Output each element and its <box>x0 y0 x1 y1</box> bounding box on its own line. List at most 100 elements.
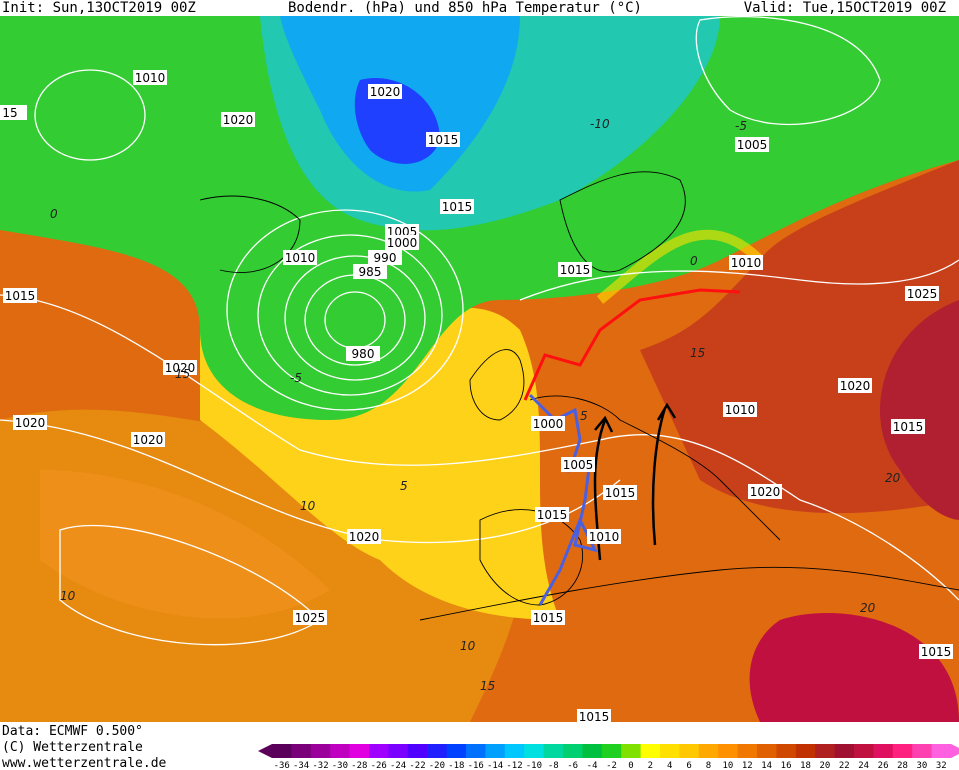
colorbar-label: 20 <box>819 761 830 770</box>
isobar-label: 1020 <box>133 433 164 447</box>
isobar-label-bg <box>385 235 419 250</box>
isobar-label: 1010 <box>731 256 762 270</box>
colorbar-label: -36 <box>274 761 290 770</box>
isobar-label: 1015 <box>560 263 591 277</box>
isobar-label-bg <box>133 70 167 85</box>
colorbar-swatch <box>388 744 409 758</box>
isobar-label-bg <box>347 529 381 544</box>
isobar-label-bg <box>723 402 757 417</box>
isobar-label: 1025 <box>295 611 326 625</box>
colorbar-swatch <box>524 744 545 758</box>
temperature-label: 20 <box>885 471 901 485</box>
isobar-label: 1010 <box>135 71 166 85</box>
temperature-label: 0 <box>690 254 698 268</box>
temperature-label: -10 <box>590 117 610 131</box>
colorbar-swatch <box>679 744 700 758</box>
isobar-label-bg <box>735 137 769 152</box>
isobar-label: 1000 <box>533 417 564 431</box>
colorbar-label: -10 <box>526 761 542 770</box>
isobar-label-bg <box>729 255 763 270</box>
isobar-label-bg <box>368 250 402 265</box>
field-band <box>596 229 764 304</box>
url: www.wetterzentrale.de <box>2 756 167 770</box>
colorbar-label: 26 <box>878 761 889 770</box>
colorbar-label: -30 <box>332 761 348 770</box>
colorbar-swatch <box>543 744 564 758</box>
colorbar-label: 6 <box>686 761 691 770</box>
colorbar-swatch <box>815 744 836 758</box>
isobar-label: 1010 <box>725 403 756 417</box>
valid-time: Valid: Tue,15OCT2019 00Z <box>744 0 946 16</box>
colorbar-label: -34 <box>293 761 309 770</box>
colorbar-label: -24 <box>390 761 406 770</box>
colorbar-label: -32 <box>312 761 328 770</box>
colorbar-swatch <box>834 744 855 758</box>
map-title: Bodendr. (hPa) und 850 hPa Temperatur (°… <box>288 0 642 16</box>
temperature-label: -5 <box>735 119 747 133</box>
colorbar-label: 24 <box>858 761 869 770</box>
isobar-label: 1025 <box>907 287 938 301</box>
isobar-label: 1015 <box>605 486 636 500</box>
isobar-label-bg <box>0 105 27 120</box>
isobar-label: 1015 <box>442 200 473 214</box>
colorbar-arrow <box>951 744 959 758</box>
isobar-label: 1020 <box>840 379 871 393</box>
isobar-label: 1010 <box>285 251 316 265</box>
isobar-label-bg <box>535 507 569 522</box>
colorbar-swatch <box>737 744 758 758</box>
red-track <box>523 288 741 401</box>
isobar-label: 1015 <box>893 420 924 434</box>
temperature-label: 5 <box>580 409 588 423</box>
arrow <box>651 402 677 546</box>
colorbar-swatch <box>718 744 739 758</box>
colorbar-label: 10 <box>722 761 733 770</box>
isobar-label: 1015 <box>537 508 568 522</box>
colorbar-label: -18 <box>448 761 464 770</box>
colorbar-swatch <box>485 744 506 758</box>
isobar-label-bg <box>440 199 474 214</box>
colorbar-swatch <box>466 744 486 758</box>
isobar-label-bg <box>561 457 595 472</box>
isobar-label: 1015 <box>5 289 36 303</box>
blue-track <box>528 393 598 606</box>
colorbar-label: 32 <box>936 761 947 770</box>
temperature-label: 15 <box>480 679 495 693</box>
isobar-label: 980 <box>352 347 375 361</box>
colorbar-swatch <box>931 744 952 758</box>
isobar-label-bg <box>346 346 380 361</box>
isobar-label-bg <box>531 416 565 431</box>
colorbar-label: 14 <box>761 761 772 770</box>
isobar-label: 1020 <box>223 113 254 127</box>
field-orange <box>40 470 330 619</box>
colorbar-label: -8 <box>548 761 559 770</box>
colorbar-label: 30 <box>916 761 927 770</box>
isobar-label-bg <box>283 250 317 265</box>
colorbar-swatch <box>369 744 389 758</box>
isobar-label: 1020 <box>750 485 781 499</box>
colorbar-label: 2 <box>648 761 653 770</box>
colorbar-swatch <box>640 744 661 758</box>
isobar-label-bg <box>131 432 165 447</box>
colorbar-swatch <box>795 744 816 758</box>
isobar-label-bg <box>531 610 565 625</box>
temperature-label: 10 <box>460 639 476 653</box>
colorbar-label: 4 <box>667 761 672 770</box>
isobar-label-bg <box>368 84 402 99</box>
copyright: (C) Wetterzentrale <box>2 740 143 755</box>
colorbar-swatch <box>912 744 933 758</box>
header-bg <box>0 0 959 16</box>
field-red <box>640 160 959 514</box>
data-source: Data: ECMWF 0.500° <box>2 724 143 739</box>
colorbar-swatch <box>427 744 448 758</box>
isobar-label-bg <box>3 288 37 303</box>
colorbar: -36 -34 -32 -30 -28 -26 -24 -22 -20 -18 -16 -14 -12-… <box>258 744 959 770</box>
colorbar-label: -20 <box>429 761 445 770</box>
colorbar-swatch <box>407 744 428 758</box>
colorbar-swatch <box>757 744 777 758</box>
colorbar-swatch <box>310 744 331 758</box>
isobar-label: 1000 <box>387 236 418 250</box>
colorbar-swatch <box>873 744 894 758</box>
isobar-label-bg <box>838 378 872 393</box>
colorbar-label: -14 <box>487 761 503 770</box>
